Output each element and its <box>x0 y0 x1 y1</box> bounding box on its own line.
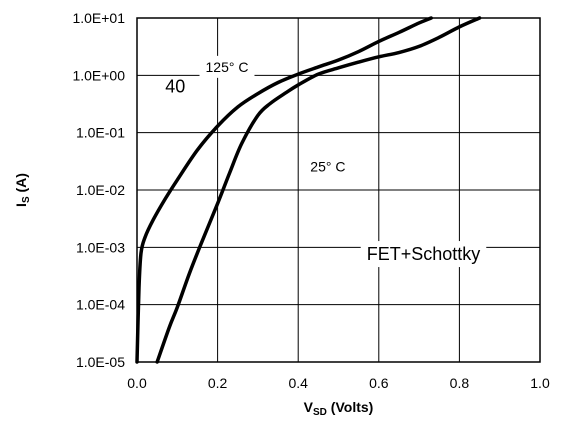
annotation-label: FET+Schottky <box>367 244 481 264</box>
series-line-25c <box>155 16 482 364</box>
annotation-label: 40 <box>165 77 185 97</box>
y-tick-label: 1.0E-01 <box>76 125 125 141</box>
annotation-background <box>199 55 255 78</box>
series-line-125c <box>135 16 433 364</box>
annotation-label: 125° C <box>206 59 249 75</box>
x-tick-label: 0.6 <box>369 375 389 391</box>
plot-frame <box>136 17 541 363</box>
y-tick-label: 1.0E+00 <box>72 67 125 83</box>
x-tick-label: 1.0 <box>530 375 550 391</box>
y-tick-label: 1.0E-04 <box>76 297 125 313</box>
y-tick-label: 1.0E+01 <box>72 10 125 26</box>
annotation-background <box>360 241 487 268</box>
x-tick-label: 0.2 <box>208 375 228 391</box>
annotation-label: 25° C <box>310 159 345 175</box>
x-tick-label: 0.8 <box>450 375 470 391</box>
y-tick-labels: 1.0E+01 1.0E+00 1.0E-01 1.0E-02 1.0E-03 1.0E-… <box>72 10 125 370</box>
x-axis-title: VSD (Volts) <box>304 399 374 418</box>
x-tick-label: 0.0 <box>127 375 147 391</box>
annotations: 125° C 40 25° C FET+Schottky <box>165 55 487 268</box>
y-axis-title: IS (A) <box>13 173 32 207</box>
y-tick-label: 1.0E-03 <box>76 239 125 255</box>
series-lines <box>135 16 482 364</box>
x-tick-label: 0.4 <box>288 375 308 391</box>
annotation-background <box>304 155 352 178</box>
x-tick-labels: 0.0 0.2 0.4 0.6 0.8 1.0 <box>127 375 550 391</box>
y-tick-label: 1.0E-05 <box>76 354 125 370</box>
y-tick-label: 1.0E-02 <box>76 182 125 198</box>
